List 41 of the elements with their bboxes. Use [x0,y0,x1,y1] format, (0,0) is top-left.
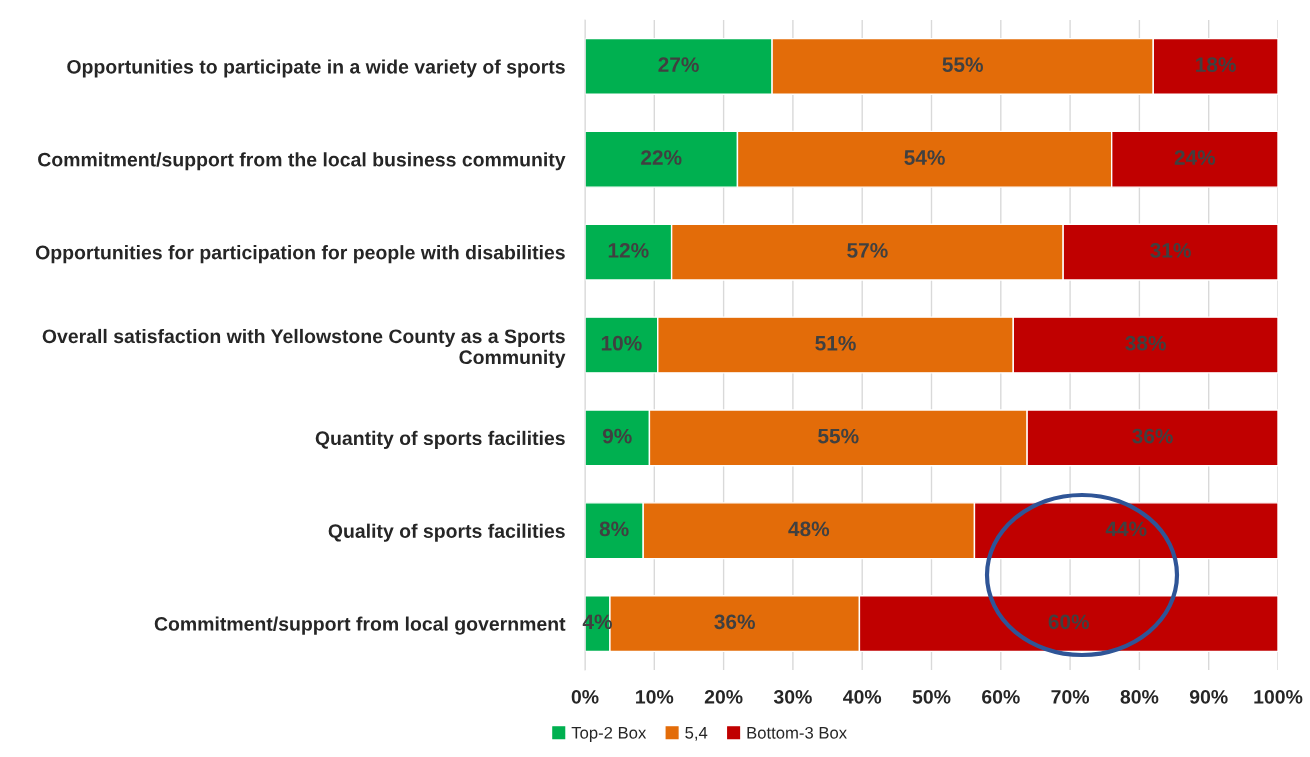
data-label: 8% [599,521,629,537]
data-label: 31% [1150,242,1191,258]
data-label: 9% [602,428,632,444]
data-label: 57% [847,243,888,258]
x-tick-label: 10% [636,689,674,704]
legend-label: 5,4 [685,727,708,741]
data-label: 24% [1174,150,1216,165]
x-tick-label: 100% [1254,689,1303,704]
x-tick-label: 80% [1120,689,1159,704]
x-tick-label: 50% [912,689,951,704]
y-tick-label: Opportunities for participation for people with disabilities [35,245,565,264]
data-label: 51% [815,335,856,351]
data-label: 12% [608,242,649,258]
data-label: 55% [818,428,859,444]
x-tick-label: 0% [571,689,599,704]
data-label: 27% [658,57,699,72]
data-label: 10% [601,335,642,351]
data-label: 18% [1196,57,1236,73]
x-tick-label: 60% [982,689,1020,704]
y-tick-label: Overall satisfaction with Yellowstone County as a Sports Community [42,328,566,368]
y-tick-label: Opportunities to participate in a wide variety of sports [67,59,565,78]
y-tick-label: Commitment/support from the local business community [38,152,566,171]
x-tick-label: 30% [773,689,812,704]
legend-label: Top-2 Box [571,726,647,742]
x-tick-label: 40% [843,689,882,704]
data-label: 60% [1048,614,1090,630]
data-label: 36% [714,614,755,630]
data-label: 22% [641,150,682,165]
data-label: 55% [942,57,983,73]
x-tick-label: 20% [704,689,743,704]
x-tick-label: 70% [1051,689,1090,704]
x-tick-label: 90% [1189,689,1228,704]
data-label: 44% [1105,521,1147,537]
y-tick-label: Quality of sports facilities [328,523,565,542]
data-label: 48% [788,521,830,537]
data-label: 38% [1125,335,1166,351]
y-tick-label: Quantity of sports facilities [315,430,565,449]
data-label: 36% [1132,428,1173,444]
y-tick-label: Commitment/support from local government [154,616,566,635]
legend-label: Bottom-3 Box [747,726,847,739]
data-label: 54% [904,150,945,165]
